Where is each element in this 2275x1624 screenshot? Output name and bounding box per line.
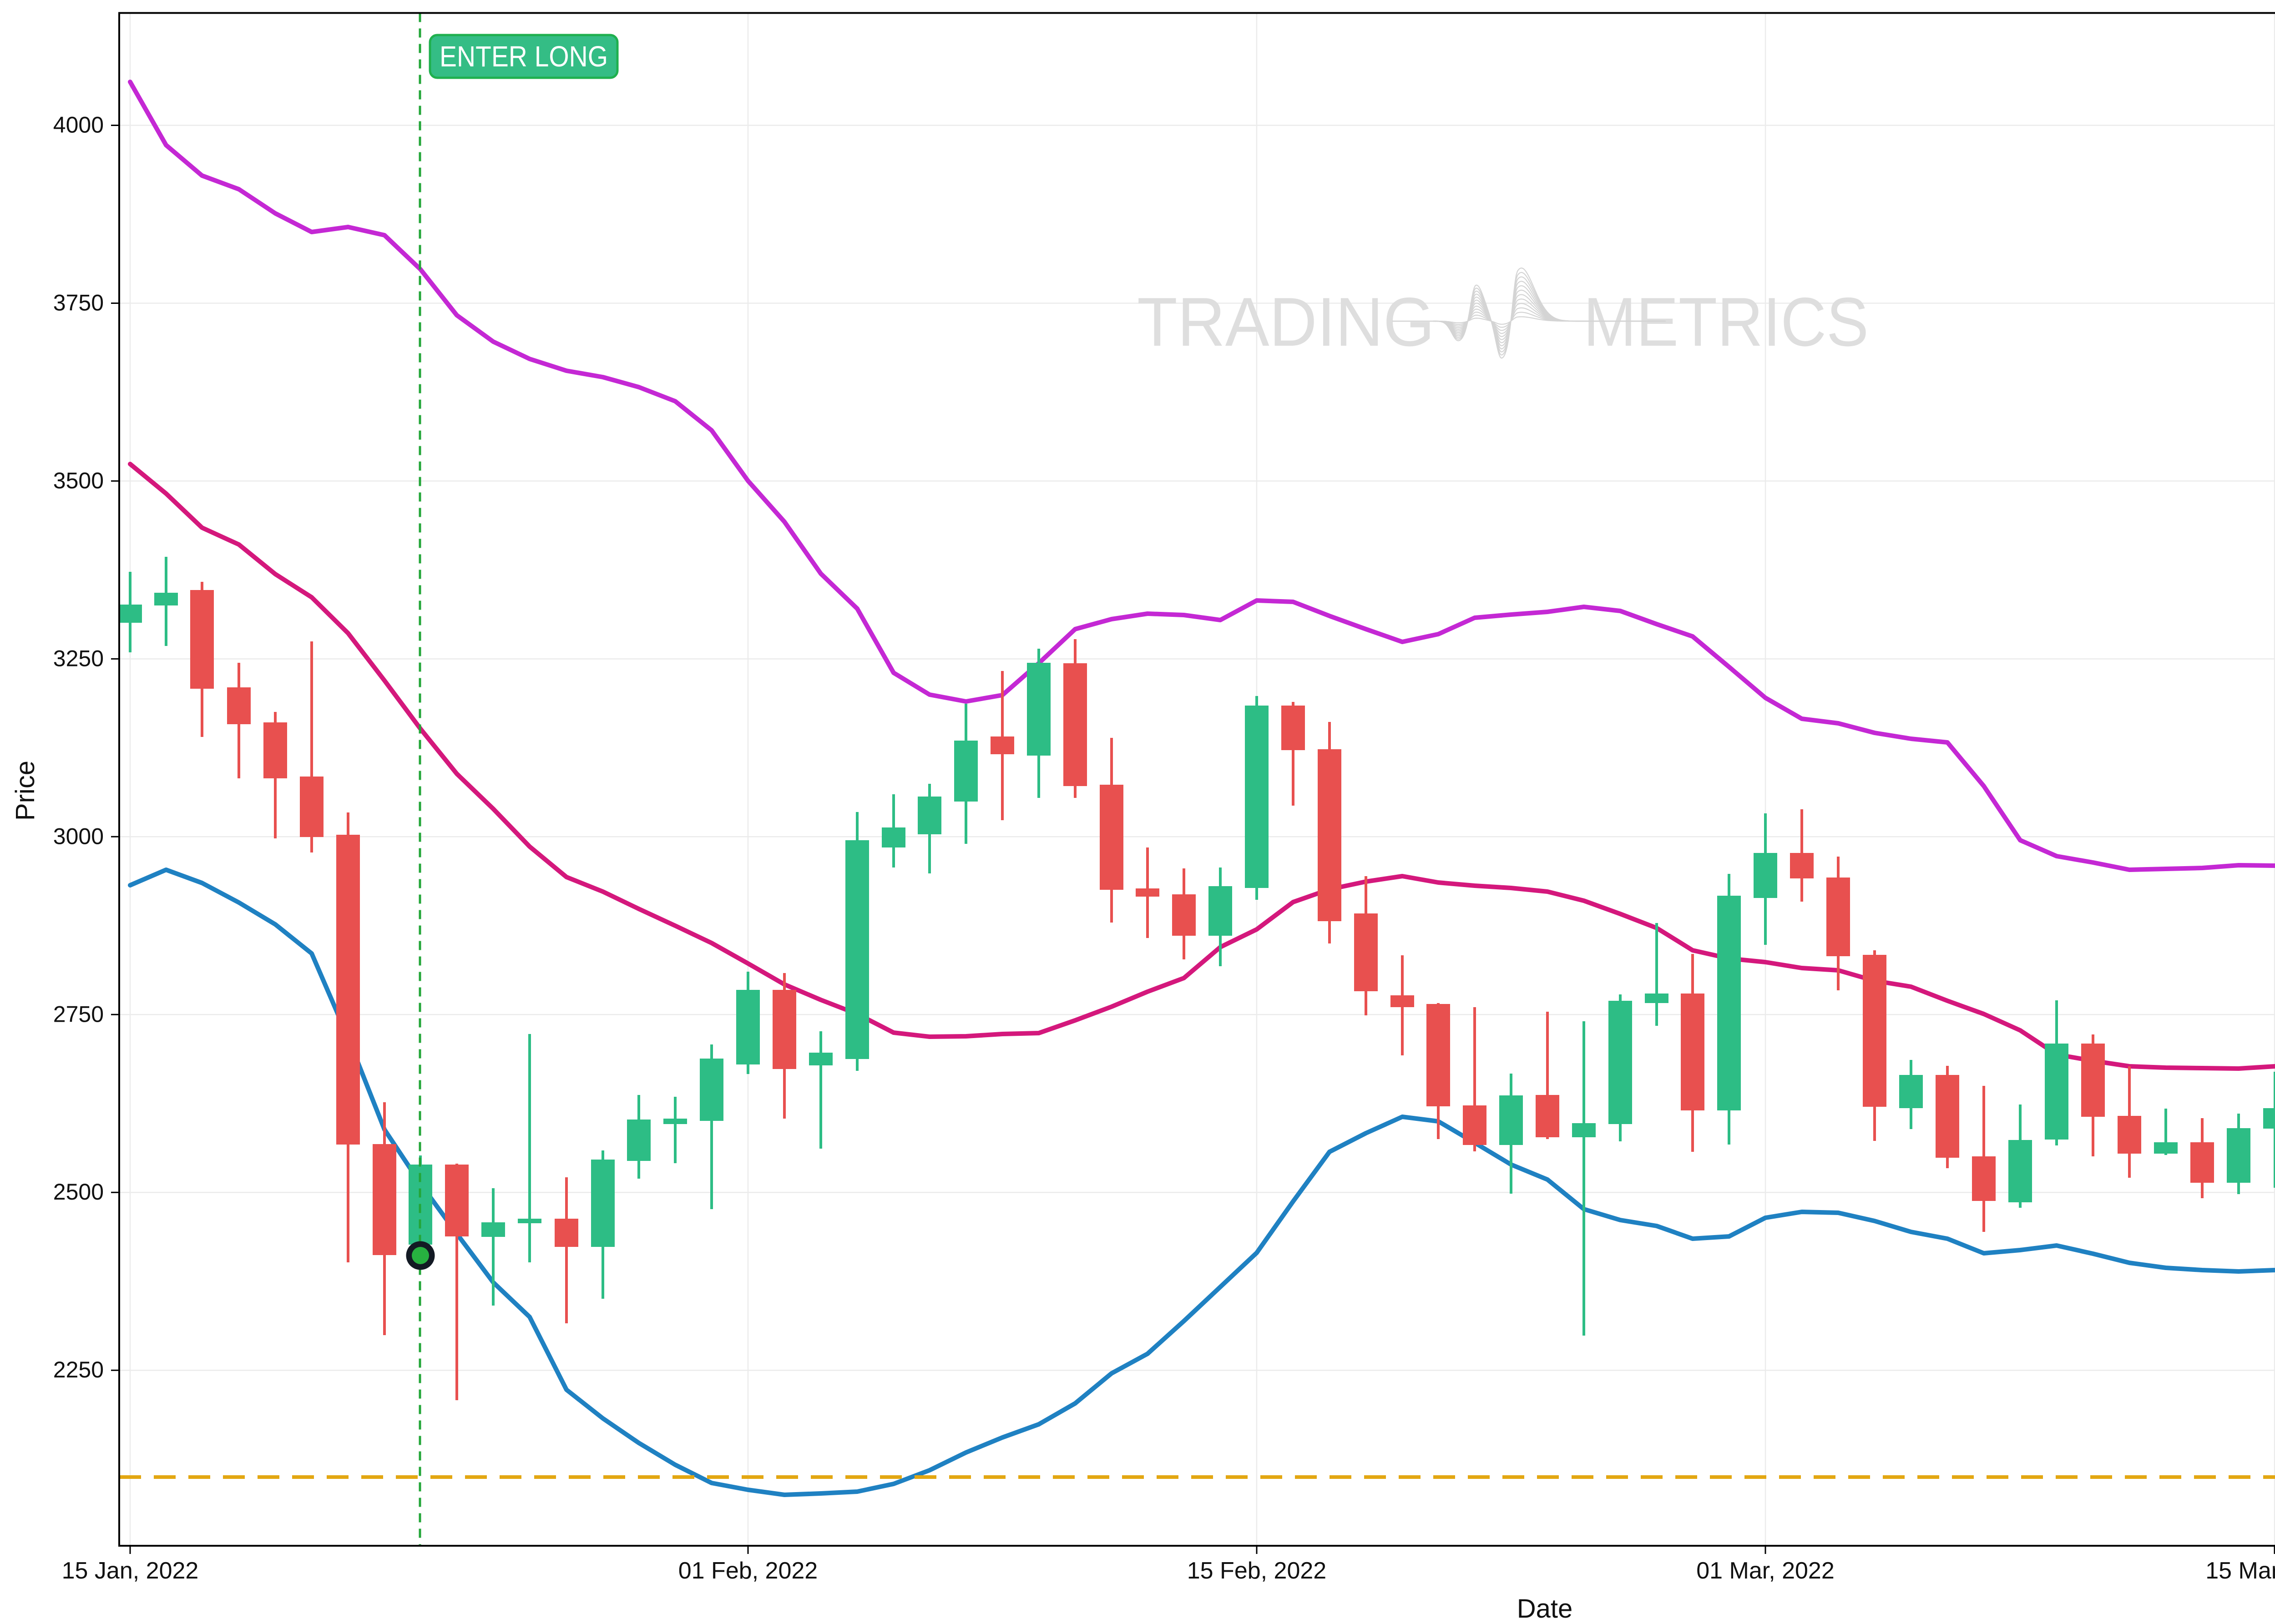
svg-text:Date: Date	[1517, 1594, 1573, 1624]
svg-text:3250: 3250	[53, 646, 104, 671]
svg-text:Price: Price	[10, 761, 40, 821]
svg-text:01 Feb, 2022: 01 Feb, 2022	[678, 1558, 818, 1584]
svg-text:TRADING: TRADING	[1137, 283, 1435, 361]
svg-text:01 Mar, 2022: 01 Mar, 2022	[1696, 1558, 1835, 1584]
svg-text:2500: 2500	[53, 1179, 104, 1205]
svg-text:ENTER LONG: ENTER LONG	[440, 40, 608, 73]
svg-text:2250: 2250	[53, 1357, 104, 1382]
svg-text:3750: 3750	[53, 290, 104, 316]
svg-text:3000: 3000	[53, 823, 104, 849]
svg-text:2750: 2750	[53, 1001, 104, 1027]
svg-text:3500: 3500	[53, 468, 104, 493]
svg-text:15 Jan, 2022: 15 Jan, 2022	[62, 1558, 199, 1584]
svg-text:METRICS: METRICS	[1583, 283, 1869, 361]
svg-text:4000: 4000	[53, 112, 104, 138]
svg-text:15 Mar, 2022: 15 Mar, 2022	[2205, 1558, 2275, 1584]
svg-text:15 Feb, 2022: 15 Feb, 2022	[1187, 1558, 1326, 1584]
